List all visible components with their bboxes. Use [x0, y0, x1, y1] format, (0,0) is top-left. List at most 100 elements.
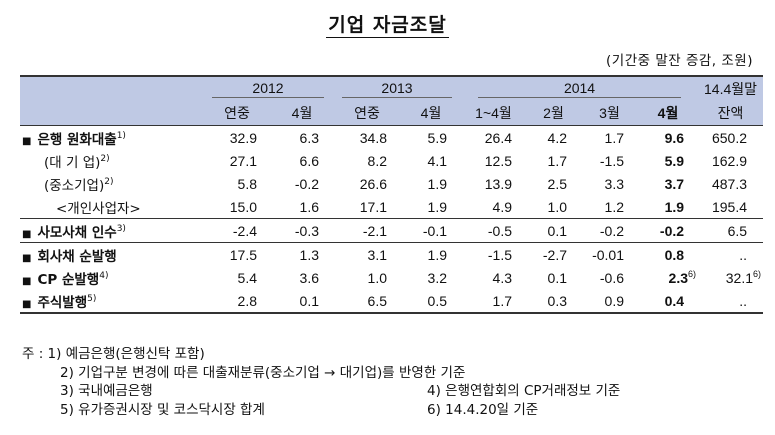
cell-value: 6.3	[271, 126, 333, 150]
header-year-2013: 2013	[333, 75, 461, 100]
cell-value: 9.6	[638, 126, 698, 150]
table-row: ■ 은행 원화대출1) 32.9 6.3 34.8 5.9 26.4 4.2 1.7 9.6 650…	[20, 126, 763, 150]
cell-value: 26.6	[333, 172, 401, 195]
table-row: ■ 회사채 순발행 17.5 1.3 3.1 1.9 -1.5 -2.7 -0.01 0.8..	[20, 242, 764, 266]
cell-text: 9.6	[664, 129, 685, 146]
header-period: 4월	[271, 100, 333, 126]
cell-text: 8.2	[367, 152, 387, 169]
header-balance-date: 14.4월말	[698, 75, 764, 100]
cell-text: -2.4	[232, 222, 257, 239]
cell-value: 4.3	[461, 266, 526, 289]
cell-text: 17.5	[229, 246, 257, 263]
cell-text: 1.9	[664, 198, 685, 215]
cell-value: 5.4	[203, 266, 271, 289]
footnote-ref: 4)	[99, 270, 109, 281]
cell-value: 26.4	[461, 126, 526, 150]
cell-value: 1.2	[581, 195, 638, 219]
cell-text: 4.3	[492, 269, 512, 286]
cell-value: 3.6	[271, 266, 333, 289]
cell-text: 6.5	[727, 222, 748, 239]
footnotes: 주 : 1) 예금은행(은행신탁 포함) 2) 기업구분 변경에 따른 대출재분…	[22, 345, 620, 420]
cell-text: -2.7	[542, 246, 567, 263]
cell-value: 8.2	[333, 149, 401, 172]
cell-balance: 32.16)	[698, 266, 763, 289]
cell-value: -0.2	[271, 172, 333, 195]
cell-text: -0.6	[599, 269, 624, 286]
row-label-text: (중소기업)	[44, 177, 105, 194]
header-year-2014: 2014	[461, 75, 699, 100]
row-label: ■ 은행 원화대출1)	[20, 126, 203, 150]
cell-value: 27.1	[203, 149, 271, 172]
cell-text: 1.9	[427, 175, 447, 192]
cell-value: 17.5	[203, 242, 271, 266]
financing-table: 2012 2013 2014 14.4월말 연중 4월 연중 4월 1~4월 2…	[20, 75, 764, 314]
bullet-icon: ■	[22, 252, 32, 264]
cell-value: 13.9	[461, 172, 526, 195]
cell-text: 0.8	[664, 246, 685, 263]
cell-text: 487.3	[711, 175, 748, 192]
cell-value: 32.9	[203, 126, 271, 150]
cell-text: 0.3	[547, 292, 567, 309]
footnote-row-5-6: 5) 유가증권시장 및 코스닥시장 합계 6) 14.4.20일 기준	[22, 401, 538, 420]
cell-text: -1.5	[599, 152, 624, 169]
row-label-text: 은행 원화대출	[37, 131, 117, 148]
cell-balance: 6.5	[698, 218, 764, 243]
cell-text: -0.2	[599, 222, 624, 239]
cell-text: 162.9	[711, 152, 748, 169]
row-label: <개인사업자>	[20, 195, 203, 219]
cell-text: 2.5	[547, 175, 567, 192]
cell-text: 32.9	[229, 129, 257, 146]
cell-value: 17.1	[333, 195, 401, 219]
cell-text: 0.5	[427, 292, 447, 309]
cell-text: 1.7	[604, 129, 624, 146]
cell-text: 2.3	[668, 270, 689, 286]
header-period: 3월	[581, 100, 638, 126]
cell-text: 1.2	[604, 198, 624, 215]
row-label-text: <개인사업자>	[56, 200, 141, 217]
row-label-text: 회사채 순발행	[37, 248, 117, 265]
cell-text: 15.0	[229, 198, 257, 215]
cell-value: 1.9	[401, 195, 461, 219]
cell-text: 5.8	[237, 175, 257, 192]
cell-value: 4.1	[401, 149, 461, 172]
header-period: 1~4월	[461, 100, 526, 126]
cell-value: 34.8	[333, 126, 401, 150]
bullet-icon: ■	[22, 228, 32, 240]
footnote-ref: 6)	[688, 269, 697, 279]
header-blank	[20, 75, 203, 126]
cell-text: 0.1	[547, 222, 567, 239]
cell-value: 0.3	[526, 289, 581, 314]
cell-value: 1.7	[526, 149, 581, 172]
footnote-row-3-4: 3) 국내예금은행 4) 은행연합회의 CP거래정보 기준	[22, 382, 620, 401]
cell-value: 5.8	[203, 172, 271, 195]
cell-text: 1.0	[367, 269, 387, 286]
cell-text: 12.5	[484, 152, 512, 169]
cell-text: 4.9	[492, 198, 512, 215]
cell-text: -0.5	[487, 222, 512, 239]
cell-value: 0.5	[401, 289, 461, 314]
cell-value: 3.2	[401, 266, 461, 289]
footnote-1: 주 : 1) 예금은행(은행신탁 포함)	[22, 346, 205, 362]
footnote-ref: 1)	[116, 130, 126, 141]
header-period-current: 4월	[638, 100, 699, 126]
bullet-icon: ■	[22, 135, 32, 147]
cell-value: 0.4	[638, 289, 699, 314]
row-label: ■ 회사채 순발행	[20, 242, 203, 266]
row-label: (대 기 업)2)	[20, 149, 203, 172]
cell-text: ..	[739, 292, 748, 309]
cell-text: 27.1	[229, 152, 257, 169]
cell-text: 4.2	[547, 129, 567, 146]
cell-value: 0.1	[526, 266, 581, 289]
cell-text: 1.9	[427, 198, 447, 215]
header-period: 연중	[203, 100, 271, 126]
cell-text: 5.9	[664, 152, 685, 169]
header-period: 4월	[401, 100, 461, 126]
cell-value: -0.1	[401, 218, 461, 243]
cell-value: 1.9	[401, 172, 461, 195]
cell-text: 1.3	[299, 246, 319, 263]
cell-value: 3.1	[333, 242, 401, 266]
cell-value: 1.7	[581, 126, 638, 150]
cell-text: 0.1	[299, 292, 319, 309]
row-label: (중소기업)2)	[20, 172, 203, 195]
cell-text: 2.8	[237, 292, 257, 309]
